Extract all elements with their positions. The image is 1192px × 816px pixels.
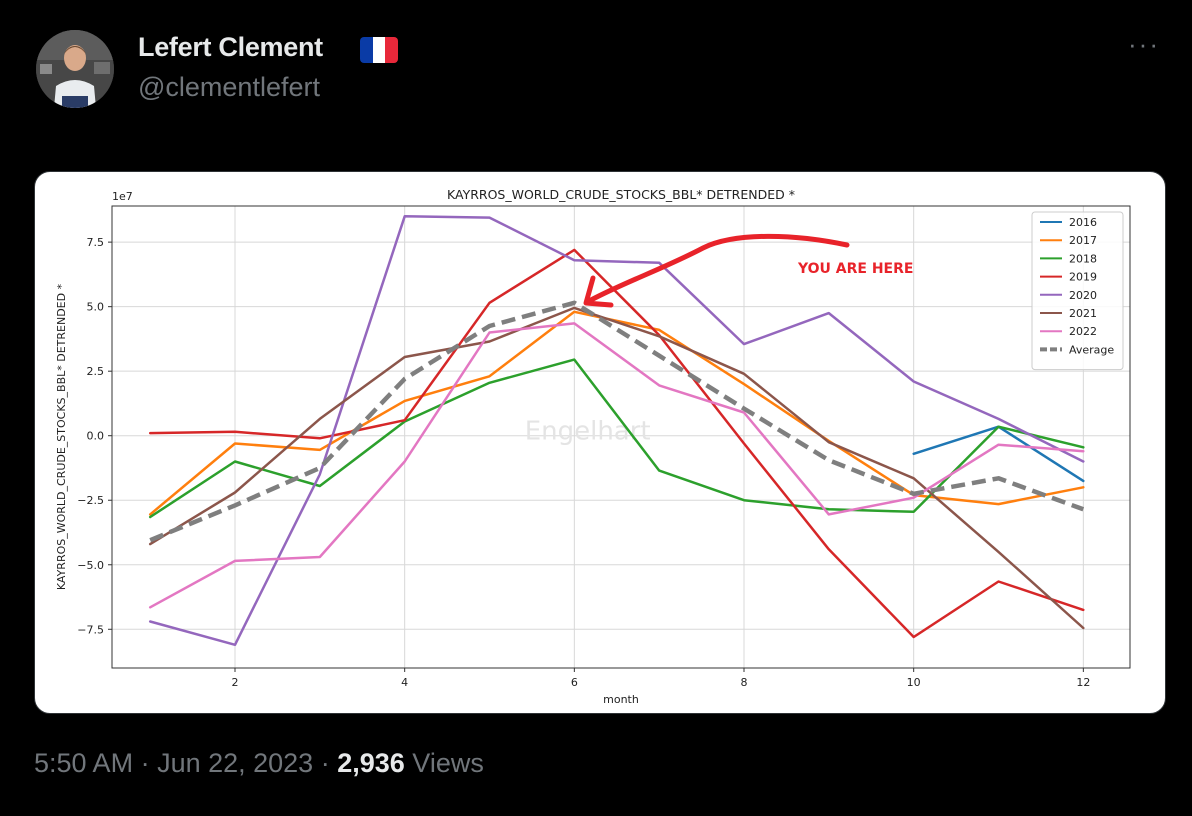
author-name[interactable]: Lefert Clement bbox=[138, 32, 323, 62]
legend-label: 2021 bbox=[1069, 307, 1097, 320]
x-tick-label: 2 bbox=[232, 676, 239, 689]
legend-label: 2019 bbox=[1069, 271, 1097, 284]
series-line-2018 bbox=[148, 358, 1085, 519]
series-line-average bbox=[149, 300, 1085, 543]
y-tick-label: −5.0 bbox=[77, 559, 104, 572]
legend-label: 2020 bbox=[1069, 289, 1097, 302]
y-tick-label: 7.5 bbox=[87, 236, 105, 249]
y-tick-label: 5.0 bbox=[87, 301, 105, 314]
flag-red-stripe bbox=[385, 37, 398, 63]
flag-white-stripe bbox=[372, 37, 386, 63]
y-tick-label: 2.5 bbox=[87, 365, 105, 378]
legend-label: Average bbox=[1069, 343, 1114, 356]
more-options-icon[interactable]: ··· bbox=[1128, 29, 1160, 59]
series-line-2021 bbox=[148, 306, 1085, 630]
author-handle[interactable]: @clementlefert bbox=[138, 72, 320, 102]
plot-frame bbox=[111, 205, 1131, 669]
france-flag-icon bbox=[360, 37, 398, 63]
flag-blue-stripe bbox=[360, 37, 373, 63]
legend-label: 2022 bbox=[1069, 325, 1097, 338]
series-line-2020 bbox=[148, 215, 1085, 647]
tweet-date[interactable]: Jun 22, 2023 bbox=[157, 748, 314, 778]
line-chart: Engelhart 2 4 6 8 10 12 −7.5 −5.0 −2.5 0.0 2.5 5.0 7.… bbox=[55, 187, 1131, 706]
x-tick-label: 6 bbox=[571, 676, 578, 689]
red-arrow-annotation bbox=[588, 233, 850, 303]
meta-separator: · bbox=[133, 748, 158, 778]
x-tick-label: 10 bbox=[907, 676, 921, 689]
legend-label: 2017 bbox=[1069, 234, 1097, 247]
y-offset-label: 1e7 bbox=[112, 190, 133, 203]
x-tick-label: 4 bbox=[401, 676, 408, 689]
chart-watermark: Engelhart bbox=[525, 417, 651, 447]
series-line-2019 bbox=[148, 248, 1085, 639]
views-count: 2,936 bbox=[337, 748, 405, 778]
tweet-time[interactable]: 5:50 AM bbox=[34, 748, 134, 778]
y-tick-label: −7.5 bbox=[77, 623, 104, 636]
series-line-2016 bbox=[912, 425, 1085, 483]
red-arrow-head bbox=[583, 275, 614, 308]
x-axis-label: month bbox=[603, 693, 639, 706]
avatar[interactable] bbox=[36, 30, 114, 108]
tweet-media-image[interactable]: Engelhart 2 4 6 8 10 12 −7.5 −5.0 −2.5 0.0 2.5 5.0 7.… bbox=[34, 171, 1166, 714]
avatar-photo bbox=[36, 30, 114, 108]
legend-label: 2016 bbox=[1069, 216, 1097, 229]
legend-label: 2018 bbox=[1069, 252, 1097, 265]
y-axis-label: KAYRROS_WORLD_CRUDE_STOCKS_BBL* DETRENDE… bbox=[55, 283, 68, 590]
x-tick-label: 12 bbox=[1076, 676, 1090, 689]
series-line-2022 bbox=[148, 322, 1085, 609]
annotation-label: YOU ARE HERE bbox=[797, 261, 913, 277]
y-tick-label: −2.5 bbox=[77, 494, 104, 507]
tweet-meta: 5:50 AM · Jun 22, 2023 · 2,936 Views bbox=[34, 748, 484, 779]
views-label: Views bbox=[412, 748, 484, 778]
chart-title: KAYRROS_WORLD_CRUDE_STOCKS_BBL* DETRENDE… bbox=[447, 187, 795, 202]
meta-separator: · bbox=[313, 748, 338, 778]
y-tick-label: 0.0 bbox=[87, 430, 105, 443]
x-tick-label: 8 bbox=[741, 676, 748, 689]
